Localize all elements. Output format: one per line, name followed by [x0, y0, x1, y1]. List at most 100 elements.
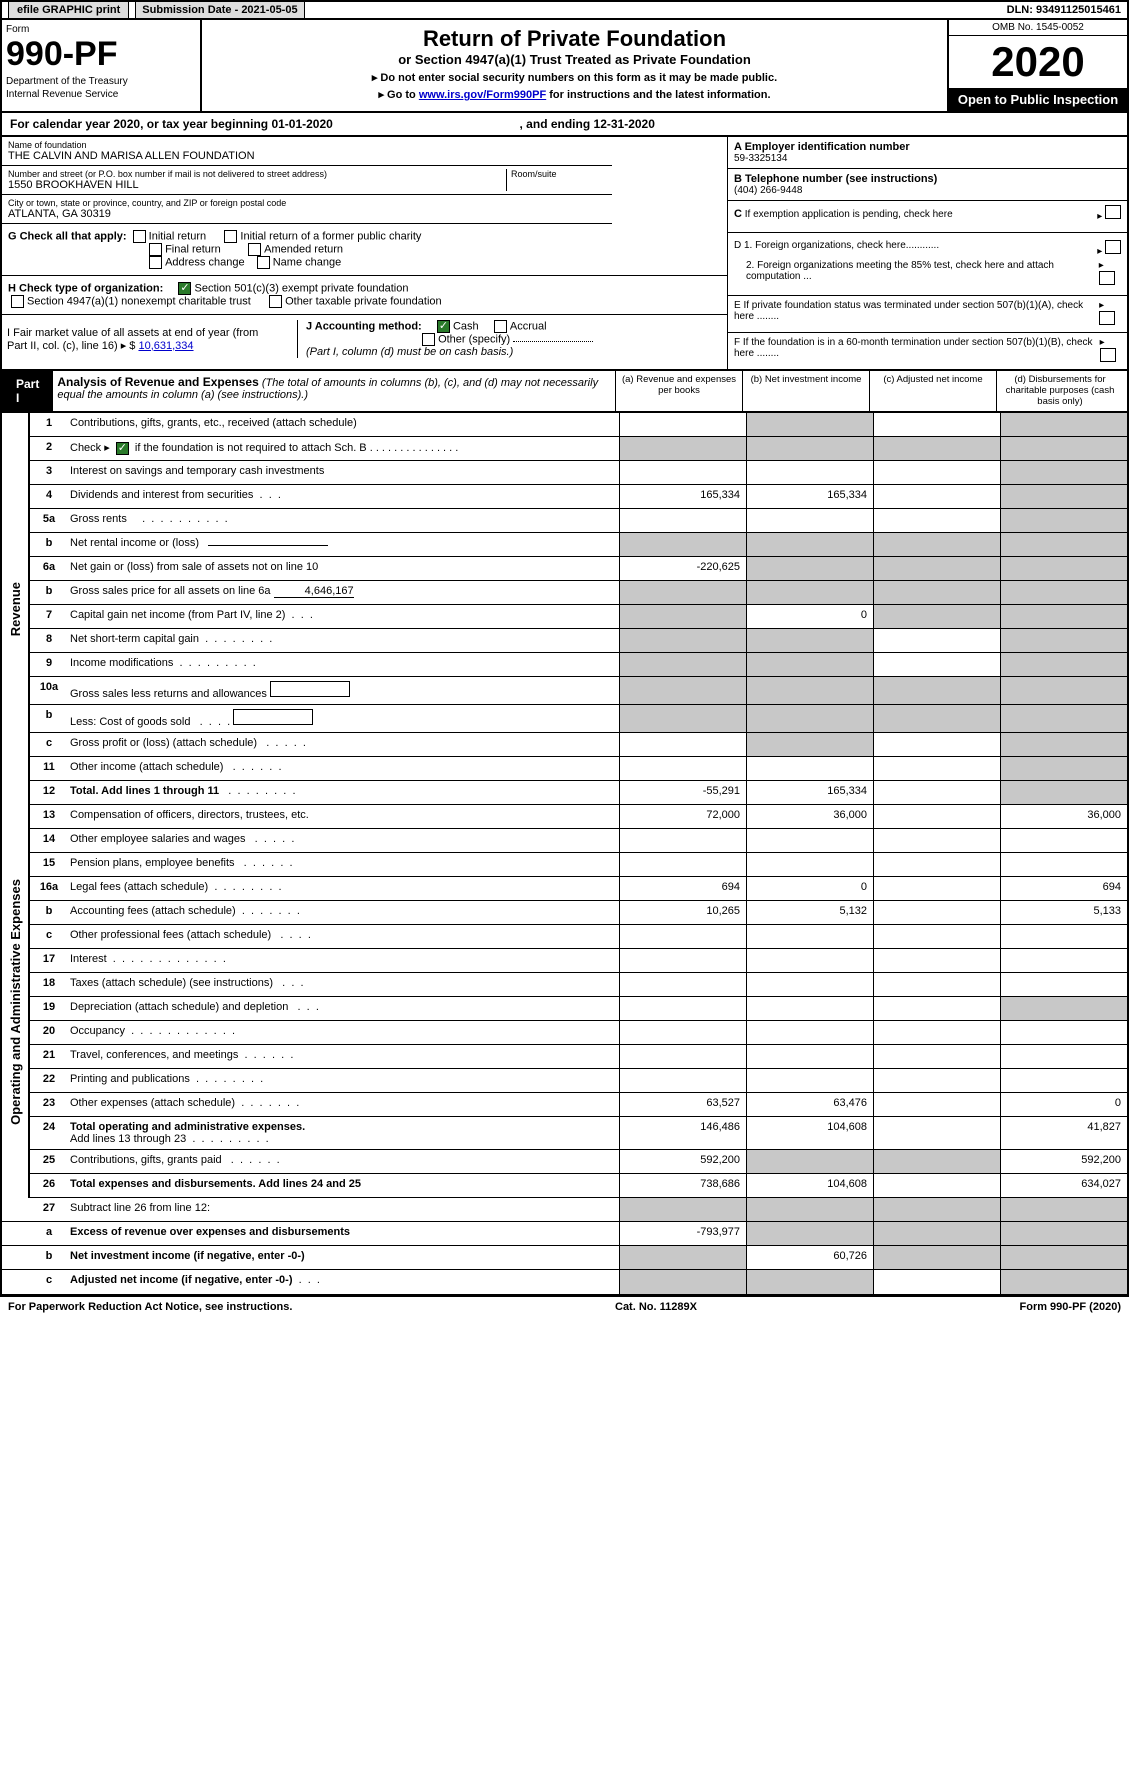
r24-d: 41,827 — [1000, 1117, 1127, 1149]
r16a-desc: Legal fees (attach schedule) — [70, 881, 208, 893]
r16b-a: 10,265 — [619, 901, 746, 924]
r11-desc: Other income (attach schedule) — [70, 761, 223, 773]
goto-prefix: ▸ Go to — [378, 89, 415, 101]
d1-label: D 1. Foreign organizations, check here..… — [734, 240, 939, 257]
amended-checkbox[interactable] — [248, 243, 261, 256]
page-footer: For Paperwork Reduction Act Notice, see … — [0, 1296, 1129, 1317]
row-20: 20Occupancy . . . . . . . . . . . . — [30, 1021, 1127, 1045]
e-checkbox[interactable] — [1099, 311, 1115, 325]
r16b-desc: Accounting fees (attach schedule) — [70, 905, 236, 917]
addr-change-label: Address change — [165, 256, 245, 268]
form-label: Form — [6, 24, 196, 35]
cash-label: Cash — [453, 320, 479, 332]
other-specify-label: Other (specify) — [438, 333, 510, 345]
initial-return-checkbox[interactable] — [133, 230, 146, 243]
initial-return-label: Initial return — [149, 230, 206, 242]
row-21: 21Travel, conferences, and meetings . . … — [30, 1045, 1127, 1069]
r14-desc: Other employee salaries and wages — [70, 833, 245, 845]
4947-checkbox[interactable] — [11, 295, 24, 308]
r16c-desc: Other professional fees (attach schedule… — [70, 929, 271, 941]
r22-desc: Printing and publications — [70, 1073, 190, 1085]
r10b-desc: Less: Cost of goods sold — [70, 716, 190, 728]
r20-desc: Occupancy — [70, 1025, 125, 1037]
r27a-a: -793,977 — [619, 1222, 746, 1245]
r4-b: 165,334 — [746, 485, 873, 508]
city-label: City or town, state or province, country… — [8, 198, 606, 208]
j-label: J Accounting method: — [306, 320, 422, 332]
other-taxable-checkbox[interactable] — [269, 295, 282, 308]
ein-value: 59-3325134 — [734, 153, 787, 164]
initial-former-checkbox[interactable] — [224, 230, 237, 243]
paperwork-notice: For Paperwork Reduction Act Notice, see … — [8, 1301, 292, 1313]
calendar-year-row: For calendar year 2020, or tax year begi… — [0, 113, 1129, 137]
r26-d: 634,027 — [1000, 1174, 1127, 1197]
dln: DLN: 93491125015461 — [1001, 2, 1127, 18]
sch-b-checkbox[interactable] — [116, 442, 129, 455]
form-title: Return of Private Foundation — [208, 26, 941, 52]
city-state-zip: ATLANTA, GA 30319 — [8, 208, 606, 220]
form-header: Form 990-PF Department of the Treasury I… — [0, 20, 1129, 113]
r19-desc: Depreciation (attach schedule) and deple… — [70, 1001, 288, 1013]
r6b-val: 4,646,167 — [274, 585, 354, 598]
other-specify-checkbox[interactable] — [422, 333, 435, 346]
form-number: 990-PF — [6, 35, 196, 74]
d1-checkbox[interactable] — [1105, 240, 1121, 254]
r3-desc: Interest on savings and temporary cash i… — [68, 461, 619, 484]
r6b-desc: Gross sales price for all assets on line… — [70, 585, 271, 597]
501c3-checkbox[interactable] — [178, 282, 191, 295]
f-checkbox[interactable] — [1100, 348, 1116, 362]
cat-no: Cat. No. 11289X — [615, 1301, 697, 1313]
r23-a: 63,527 — [619, 1093, 746, 1116]
c-label: If exemption application is pending, che… — [745, 209, 953, 220]
row-27: 27Subtract line 26 from line 12: — [2, 1198, 1127, 1222]
name-change-label: Name change — [273, 256, 342, 268]
fmv-value[interactable]: 10,631,334 — [138, 340, 193, 352]
row-1: 1Contributions, gifts, grants, etc., rec… — [30, 413, 1127, 437]
form-footer-label: Form 990-PF (2020) — [1020, 1301, 1121, 1313]
r16a-b: 0 — [746, 877, 873, 900]
final-return-checkbox[interactable] — [149, 243, 162, 256]
r10c-desc: Gross profit or (loss) (attach schedule) — [70, 737, 257, 749]
street-address: 1550 BROOKHAVEN HILL — [8, 179, 506, 191]
phone-value: (404) 266-9448 — [734, 185, 802, 196]
i-label: I Fair market value of all assets at end… — [7, 327, 258, 352]
efile-button[interactable]: efile GRAPHIC print — [8, 1, 129, 19]
ein-label: A Employer identification number — [734, 141, 910, 153]
row-27c: cAdjusted net income (if negative, enter… — [2, 1270, 1127, 1294]
r13-a: 72,000 — [619, 805, 746, 828]
r16b-b: 5,132 — [746, 901, 873, 924]
r27b-b: 60,726 — [746, 1246, 873, 1269]
row-10b: bLess: Cost of goods sold . . . . — [30, 705, 1127, 733]
open-public-badge: Open to Public Inspection — [949, 88, 1127, 111]
name-label: Name of foundation — [8, 140, 606, 150]
r2-pre: Check ▸ — [70, 442, 110, 454]
row-17: 17Interest . . . . . . . . . . . . . — [30, 949, 1127, 973]
d2-label: 2. Foreign organizations meeting the 85%… — [734, 260, 1099, 288]
cal-year-begin: For calendar year 2020, or tax year begi… — [10, 117, 333, 131]
row-14: 14Other employee salaries and wages . . … — [30, 829, 1127, 853]
f-label: F If the foundation is in a 60-month ter… — [734, 337, 1100, 365]
row-19: 19Depreciation (attach schedule) and dep… — [30, 997, 1127, 1021]
e-label: E If private foundation status was termi… — [734, 300, 1099, 328]
r12-desc: Total. Add lines 1 through 11 — [70, 785, 219, 797]
r4-a: 165,334 — [619, 485, 746, 508]
col-c-header: (c) Adjusted net income — [869, 371, 996, 411]
cash-checkbox[interactable] — [437, 320, 450, 333]
r24-desc: Total operating and administrative expen… — [70, 1121, 305, 1133]
row-10a: 10aGross sales less returns and allowanc… — [30, 677, 1127, 705]
col-d-header: (d) Disbursements for charitable purpose… — [996, 371, 1123, 411]
accrual-checkbox[interactable] — [494, 320, 507, 333]
irs-link[interactable]: www.irs.gov/Form990PF — [419, 89, 546, 101]
row-13: 13Compensation of officers, directors, t… — [30, 805, 1127, 829]
d2-checkbox[interactable] — [1099, 271, 1115, 285]
row-25: 25Contributions, gifts, grants paid . . … — [30, 1150, 1127, 1174]
phone-label: B Telephone number (see instructions) — [734, 173, 937, 185]
addr-change-checkbox[interactable] — [149, 256, 162, 269]
r24b-desc: Add lines 13 through 23 — [70, 1133, 186, 1145]
irs-label: Internal Revenue Service — [6, 89, 196, 100]
row-24: 24Total operating and administrative exp… — [30, 1117, 1127, 1150]
name-change-checkbox[interactable] — [257, 256, 270, 269]
final-return-label: Final return — [165, 243, 221, 255]
c-checkbox[interactable] — [1105, 205, 1121, 219]
r16b-d: 5,133 — [1000, 901, 1127, 924]
